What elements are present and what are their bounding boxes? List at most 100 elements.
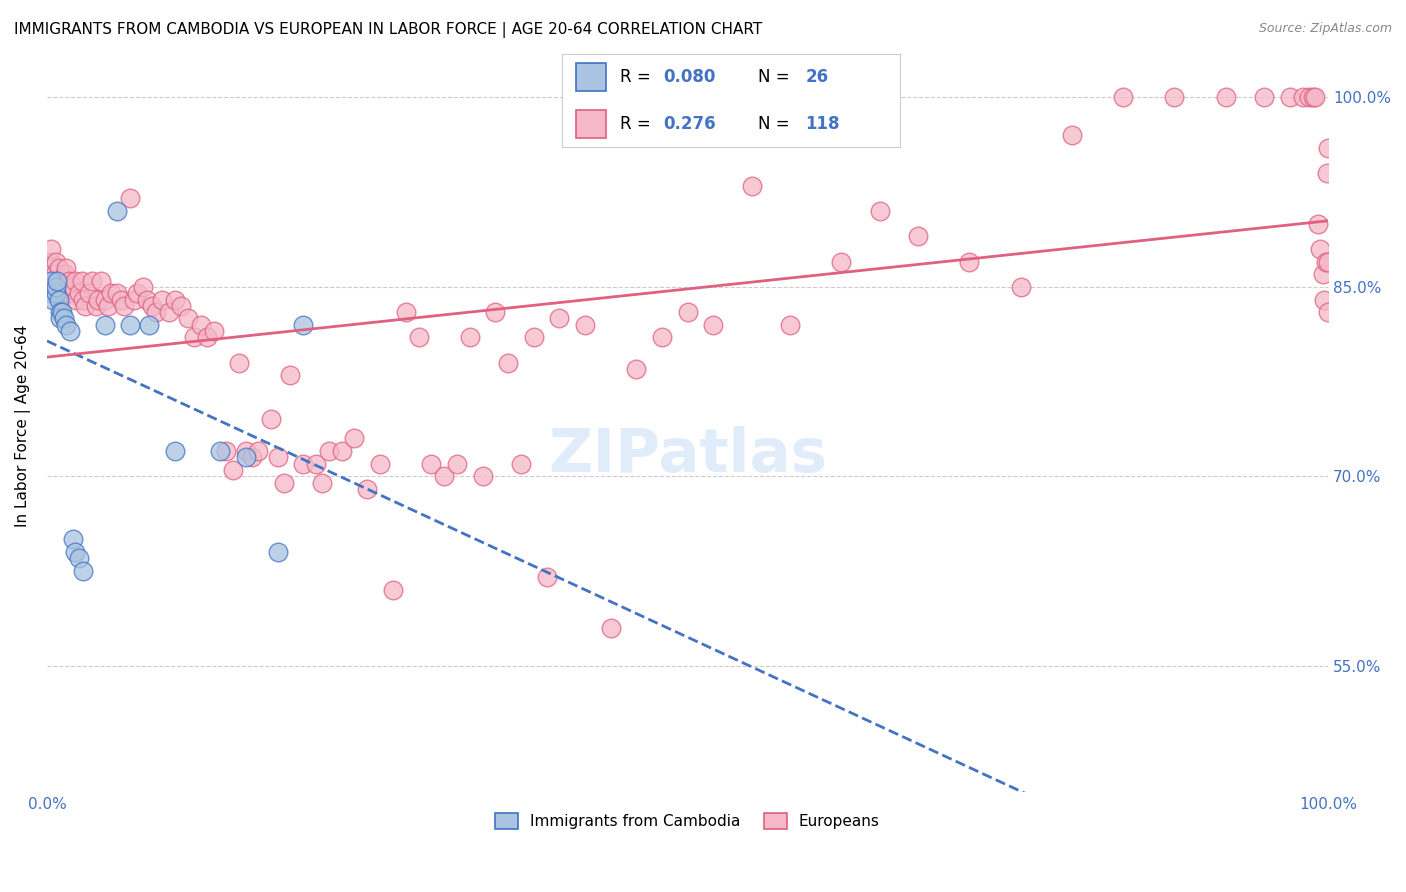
Text: 0.276: 0.276 <box>664 115 716 133</box>
Point <box>381 582 404 597</box>
Point <box>77 286 100 301</box>
Point <box>1306 217 1329 231</box>
Point <box>458 330 481 344</box>
Point <box>676 305 699 319</box>
Point <box>395 305 418 319</box>
Point <box>132 280 155 294</box>
Legend: Immigrants from Cambodia, Europeans: Immigrants from Cambodia, Europeans <box>489 807 886 836</box>
Point <box>51 305 73 319</box>
Point <box>62 280 84 294</box>
Point <box>484 305 506 319</box>
Point <box>150 293 173 307</box>
Point <box>49 311 72 326</box>
Point <box>165 444 187 458</box>
Bar <box>576 110 606 138</box>
Point <box>1317 254 1340 268</box>
Point <box>141 299 163 313</box>
Point <box>1302 90 1324 104</box>
Point <box>52 311 75 326</box>
Point <box>67 551 90 566</box>
Point <box>49 293 72 307</box>
Point <box>55 260 77 275</box>
Point <box>1305 90 1327 104</box>
Point <box>356 482 378 496</box>
Point <box>165 293 187 307</box>
Point <box>120 192 142 206</box>
Point <box>177 311 200 326</box>
Point <box>280 368 302 383</box>
Point <box>125 286 148 301</box>
Point <box>46 274 69 288</box>
Point <box>311 475 333 490</box>
Text: R =: R = <box>620 68 655 86</box>
Point <box>52 286 75 301</box>
Point <box>202 324 225 338</box>
Bar <box>576 63 606 91</box>
Point <box>599 621 621 635</box>
Point <box>235 450 257 465</box>
Point <box>1291 90 1313 104</box>
Point <box>62 533 84 547</box>
Point <box>260 412 283 426</box>
Point <box>38 254 60 268</box>
Point <box>39 267 62 281</box>
Point <box>49 305 72 319</box>
Point <box>97 299 120 313</box>
Point <box>830 254 852 268</box>
Text: IMMIGRANTS FROM CAMBODIA VS EUROPEAN IN LABOR FORCE | AGE 20-64 CORRELATION CHAR: IMMIGRANTS FROM CAMBODIA VS EUROPEAN IN … <box>14 22 762 38</box>
Point <box>343 431 366 445</box>
Point <box>135 293 157 307</box>
Point <box>39 274 62 288</box>
Point <box>39 286 62 301</box>
Point <box>626 362 648 376</box>
Point <box>510 457 533 471</box>
Point <box>110 293 132 307</box>
Point <box>1312 267 1334 281</box>
Point <box>266 450 288 465</box>
Point <box>1317 141 1340 155</box>
Point <box>446 457 468 471</box>
Point <box>420 457 443 471</box>
Text: N =: N = <box>758 68 794 86</box>
Point <box>1253 90 1275 104</box>
Point <box>45 286 67 301</box>
Point <box>138 318 160 332</box>
Point <box>247 444 270 458</box>
Point <box>523 330 546 344</box>
Point <box>59 286 82 301</box>
Point <box>75 299 97 313</box>
Text: 26: 26 <box>806 68 828 86</box>
Point <box>536 570 558 584</box>
Point <box>183 330 205 344</box>
Text: 118: 118 <box>806 115 839 133</box>
Point <box>1309 242 1331 256</box>
Text: R =: R = <box>620 115 655 133</box>
Point <box>63 274 86 288</box>
Point <box>957 254 980 268</box>
Point <box>273 475 295 490</box>
Point <box>1112 90 1135 104</box>
Point <box>63 545 86 559</box>
Point <box>1215 90 1237 104</box>
Text: N =: N = <box>758 115 794 133</box>
Point <box>170 299 193 313</box>
Point <box>574 318 596 332</box>
Point <box>195 330 218 344</box>
Point <box>58 274 80 288</box>
Point <box>72 293 94 307</box>
Point <box>1278 90 1301 104</box>
Y-axis label: In Labor Force | Age 20-64: In Labor Force | Age 20-64 <box>15 325 31 527</box>
Point <box>145 305 167 319</box>
Point <box>1316 166 1339 180</box>
Point <box>93 293 115 307</box>
Point <box>1298 90 1320 104</box>
Point <box>190 318 212 332</box>
Point <box>408 330 430 344</box>
Point <box>266 545 288 559</box>
Point <box>235 444 257 458</box>
Point <box>1317 305 1340 319</box>
Point <box>49 280 72 294</box>
Point <box>107 286 129 301</box>
Point <box>651 330 673 344</box>
Point <box>702 318 724 332</box>
